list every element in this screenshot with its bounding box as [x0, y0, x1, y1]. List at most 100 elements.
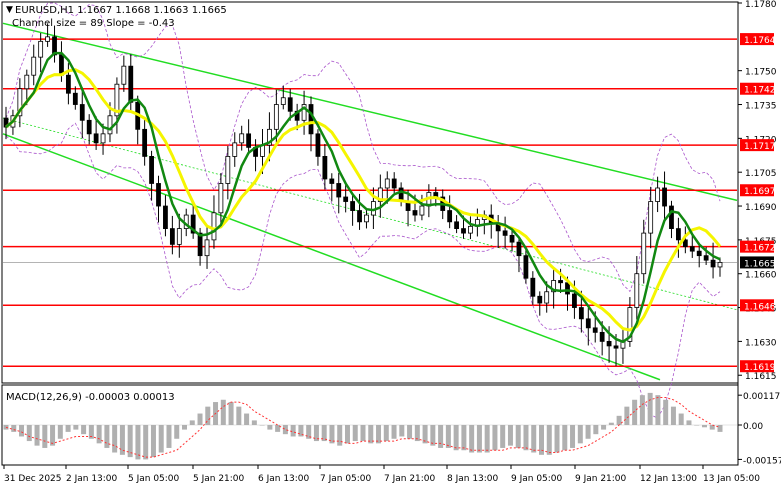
candle-bear — [613, 345, 619, 349]
candle-bear — [329, 178, 335, 184]
candle-bull — [17, 88, 23, 117]
candle-bear — [169, 228, 175, 245]
candle-bear — [163, 205, 168, 229]
candle-bull — [301, 104, 307, 121]
macd-hist-bar — [306, 425, 312, 439]
macd-hist-bar — [88, 425, 94, 439]
macd-hist-bar — [275, 425, 281, 432]
y-tick-label: 1.1705 — [745, 169, 777, 179]
candle-bear — [696, 250, 702, 257]
candle-bear — [322, 156, 328, 180]
candle-bull — [211, 212, 217, 241]
candle-bear — [412, 210, 418, 216]
macd-hist-bar — [42, 425, 48, 448]
macd-hist-bar — [492, 425, 498, 451]
macd-hist-bar — [174, 425, 180, 439]
channel-lower-line — [2, 133, 661, 381]
y-tick-label: 1.1690 — [745, 203, 777, 213]
macd-hist-bar — [663, 399, 669, 425]
candle-bear — [72, 92, 78, 105]
macd-hist-bar — [469, 425, 475, 453]
macd-hist-bar — [414, 425, 420, 442]
candle-bull — [239, 133, 245, 144]
candle-bear — [710, 259, 716, 268]
y-tick-label: 1.1615 — [745, 372, 777, 382]
macd-hist-bar — [236, 406, 242, 425]
macd-hist-bar — [445, 425, 451, 448]
ma-yellow-line — [5, 68, 722, 332]
macd-hist-bar — [453, 425, 459, 451]
macd-hist-bar — [407, 425, 413, 439]
bollinger-lower — [5, 122, 721, 419]
macd-hist-bar — [135, 425, 141, 460]
macd-hist-bar — [655, 395, 661, 425]
level-label-box — [740, 184, 774, 197]
macd-hist-bar — [344, 425, 350, 444]
candle-bull — [280, 97, 286, 105]
macd-y-tick-label: 0.00117 — [743, 392, 780, 402]
candle-bear — [52, 36, 57, 56]
candle-bear — [149, 156, 154, 184]
x-tick-label: 9 Jan 21:00 — [575, 474, 627, 484]
macd-hist-bar — [601, 425, 607, 430]
macd-hist-bar — [104, 425, 110, 448]
macd-hist-bar — [290, 425, 296, 437]
candle-bear — [599, 331, 605, 342]
level-label: 1.1697 — [744, 187, 776, 197]
candle-bear — [669, 205, 674, 229]
candle-bear — [447, 210, 453, 223]
macd-hist-bar — [244, 413, 250, 425]
level-label: 1.1672 — [744, 244, 776, 254]
candle-bull — [232, 142, 238, 157]
macd-hist-bar — [3, 425, 9, 430]
candle-bear — [357, 210, 362, 223]
candle-bear — [461, 228, 466, 234]
candle-bear — [530, 277, 536, 297]
macd-hist-bar — [127, 425, 133, 458]
macd-hist-bar — [251, 420, 257, 425]
x-tick-label: 6 Jan 13:00 — [258, 474, 310, 484]
macd-hist-bar — [585, 425, 591, 439]
x-tick-label: 5 Jan 21:00 — [193, 474, 245, 484]
macd-hist-bar — [531, 425, 537, 453]
candle-bear — [391, 178, 397, 189]
candle-bear — [502, 230, 508, 236]
candle-bear — [336, 183, 342, 198]
macd-hist-bar — [670, 406, 676, 425]
macd-hist-bar — [639, 395, 645, 425]
candle-bull — [648, 201, 654, 234]
macd-hist-bar — [19, 425, 25, 437]
candle-bear — [142, 128, 148, 157]
macd-hist-bar — [112, 425, 118, 453]
candle-bull — [114, 83, 120, 117]
candle-bear — [454, 221, 459, 229]
macd-hist-bar — [50, 425, 56, 446]
candle-bear — [606, 340, 612, 347]
ma-green-line — [5, 51, 721, 344]
macd-hist-bar — [484, 425, 490, 453]
level-label: 1.1646 — [744, 302, 776, 312]
macd-hist-bar — [259, 425, 265, 426]
macd-hist-bar — [368, 425, 374, 444]
macd-hist-bar — [632, 399, 638, 425]
macd-hist-bar — [570, 425, 576, 448]
macd-hist-bar — [593, 425, 599, 435]
candle-bull — [24, 74, 30, 90]
candle-bear — [558, 280, 563, 284]
macd-hist-bar — [608, 422, 614, 425]
candle-bull — [627, 307, 633, 342]
level-label-box — [740, 240, 774, 253]
macd-hist-bar — [119, 425, 125, 455]
candle-bear — [682, 239, 688, 248]
current-price-label: 1.1665 — [744, 259, 776, 269]
macd-hist-bar — [539, 425, 544, 455]
level-label-box — [740, 33, 774, 46]
macd-hist-bar — [267, 425, 273, 430]
candle-bear — [585, 318, 591, 329]
macd-hist-bar — [422, 425, 428, 444]
macd-hist-bar — [11, 425, 17, 432]
channel-upper-line — [2, 22, 738, 202]
macd-hist-bar — [73, 425, 79, 430]
candle-bull — [204, 239, 210, 257]
level-label: 1.1742 — [744, 86, 776, 96]
